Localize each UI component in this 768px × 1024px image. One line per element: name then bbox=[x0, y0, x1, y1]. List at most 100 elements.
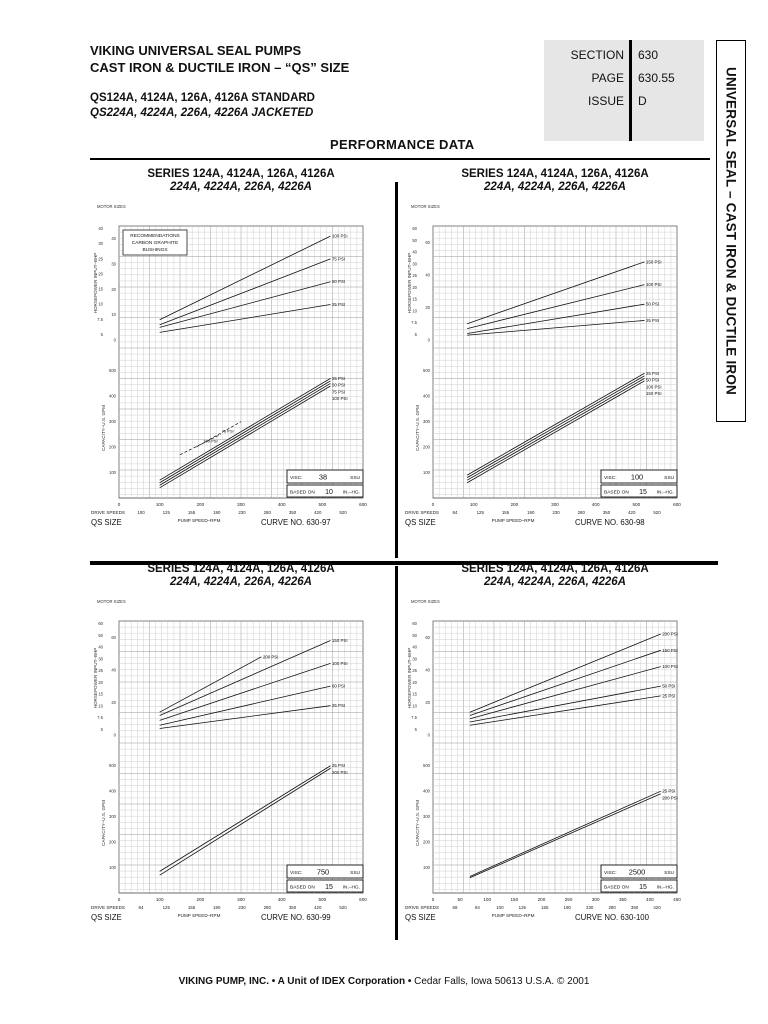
rpm-tick-label: 0 bbox=[118, 897, 121, 902]
drive-speeds-label: DRIVE SPEEDS bbox=[405, 905, 439, 910]
hp-curve-line bbox=[159, 656, 262, 713]
hp-curve-line bbox=[159, 258, 331, 326]
series-subtitle: 224A, 4224A, 226A, 4226A bbox=[170, 576, 312, 588]
hp-curve-label: 150 PSI bbox=[332, 638, 348, 643]
hp-curve-label: 50 PSI bbox=[332, 279, 345, 284]
capacity-curve-line bbox=[469, 793, 661, 879]
capacity-curve-line bbox=[159, 767, 331, 876]
capacity-tick-label: 500 bbox=[109, 368, 117, 373]
motor-size-label: 7.5 bbox=[97, 317, 103, 322]
hp-axis-title: HORSEPOWER INPUT–BHP bbox=[407, 648, 412, 709]
drive-speed-label: 100 bbox=[137, 510, 145, 515]
based-on-unit: IN.–HG. bbox=[343, 490, 360, 496]
curve-number: CURVE NO. 630-100 bbox=[575, 913, 650, 922]
motor-size-label: 5 bbox=[415, 332, 418, 337]
hp-axis-title: HORSEPOWER INPUT–BHP bbox=[407, 253, 412, 314]
capacity-curve-line bbox=[469, 790, 661, 877]
hp-axis-title: HORSEPOWER INPUT–BHP bbox=[93, 648, 98, 709]
based-on-value: 15 bbox=[639, 489, 647, 496]
drive-speed-label: 155 bbox=[188, 905, 196, 910]
hp-curve-label: 25 PSI bbox=[332, 703, 345, 708]
capacity-curve-line bbox=[159, 380, 331, 484]
motor-size-label: 15 bbox=[412, 297, 417, 302]
rpm-tick-label: 400 bbox=[278, 897, 286, 902]
drive-speeds-label: DRIVE SPEEDS bbox=[91, 905, 125, 910]
rpm-tick-label: 600 bbox=[673, 502, 681, 507]
hp-curve-line bbox=[469, 666, 661, 720]
viscosity-box bbox=[286, 864, 364, 879]
viscosity-unit: SSU bbox=[664, 475, 674, 481]
motor-sizes-label: MOTOR SIZES bbox=[411, 599, 440, 604]
viscosity-label: VISC: bbox=[290, 475, 303, 481]
motor-size-label: 20 bbox=[412, 680, 417, 685]
recommendation-text: BUSHINGS bbox=[142, 247, 167, 253]
capacity-curve-line bbox=[466, 372, 645, 476]
series-subtitle: 224A, 4224A, 226A, 4226A bbox=[484, 181, 626, 193]
drive-speed-label: 280 bbox=[608, 905, 616, 910]
viscosity-value: 100 bbox=[631, 473, 643, 482]
hp-curve-label: 100 PSI bbox=[332, 234, 348, 239]
section-label: SECTION bbox=[570, 48, 624, 62]
motor-size-label: 7.5 bbox=[411, 715, 417, 720]
series-title: SERIES 124A, 4124A, 126A, 4126A bbox=[147, 563, 335, 575]
capacity-curve-label: 25 PSI bbox=[646, 371, 659, 376]
series-subtitle: 224A, 4224A, 226A, 4226A bbox=[170, 181, 312, 193]
drive-speed-label: 84 bbox=[453, 510, 458, 515]
drive-speed-label: 230 bbox=[552, 510, 560, 515]
capacity-tick-label: 400 bbox=[109, 789, 117, 794]
hp-tick-label: 0 bbox=[428, 338, 431, 343]
performance-chart-3: MOTOR SIZES60504030252015107.55604020050… bbox=[91, 599, 367, 922]
hp-tick-label: 60 bbox=[425, 240, 430, 245]
side-tab-text: UNIVERSAL SEAL – CAST IRON & DUCTILE IRO… bbox=[723, 67, 739, 395]
motor-size-label: 5 bbox=[101, 727, 104, 732]
motor-size-label: 60 bbox=[412, 226, 417, 231]
capacity-axis-title: CAPACITY–U.S. GPM bbox=[101, 800, 106, 846]
chart-panel-1: SERIES 124A, 4124A, 126A, 4126A 224A, 42… bbox=[91, 168, 391, 548]
rpm-tick-label: 100 bbox=[483, 897, 491, 902]
recommendation-text: RECOMMENDATIONS bbox=[130, 233, 179, 239]
hp-axis-title: HORSEPOWER INPUT–BHP bbox=[93, 253, 98, 314]
capacity-tick-label: 300 bbox=[423, 814, 431, 819]
based-on-unit: IN.–HG. bbox=[657, 885, 674, 891]
hp-curve-line bbox=[159, 640, 331, 716]
recommendation-box bbox=[122, 229, 188, 256]
vertical-rule-top bbox=[395, 182, 398, 558]
based-on-label: BASED ON bbox=[290, 490, 315, 496]
footer-unit: A Unit of IDEX Corporation bbox=[277, 976, 406, 987]
viscosity-box bbox=[600, 864, 678, 879]
hp-tick-label: 20 bbox=[111, 287, 116, 292]
drive-speed-label: 84 bbox=[475, 905, 480, 910]
motor-size-label: 30 bbox=[412, 656, 417, 661]
reference-divider bbox=[629, 40, 632, 141]
capacity-curve-label: 100 PSI bbox=[646, 384, 662, 389]
hp-curve-label: 200 PSI bbox=[662, 632, 678, 637]
capacity-curve-line bbox=[466, 378, 645, 481]
motor-size-label: 20 bbox=[412, 285, 417, 290]
page-label: PAGE bbox=[591, 71, 624, 85]
drive-speed-label: 280 bbox=[578, 510, 586, 515]
capacity-axis-title: CAPACITY–U.S. GPM bbox=[101, 405, 106, 451]
performance-chart-1: MOTOR SIZES4030252015107.554030201005004… bbox=[91, 204, 367, 527]
hp-tick-label: 0 bbox=[428, 733, 431, 738]
rpm-tick-label: 200 bbox=[538, 897, 546, 902]
series-title: SERIES 124A, 4124A, 126A, 4126A bbox=[461, 168, 649, 180]
based-on-box bbox=[286, 484, 364, 498]
hp-curve-line bbox=[467, 284, 645, 329]
motor-size-label: 25 bbox=[412, 668, 417, 673]
based-on-unit: IN.–HG. bbox=[657, 490, 674, 496]
hp-curve-label: 25 PSI bbox=[646, 318, 659, 323]
drive-speed-label: 350 bbox=[289, 905, 297, 910]
capacity-tick-label: 300 bbox=[109, 814, 117, 819]
motor-size-label: 25 bbox=[412, 273, 417, 278]
capacity-tick-label: 100 bbox=[109, 865, 117, 870]
rpm-tick-label: 600 bbox=[359, 502, 367, 507]
rpm-tick-label: 200 bbox=[510, 502, 518, 507]
hp-curve-line bbox=[467, 303, 645, 334]
page-value: 630.55 bbox=[638, 71, 675, 85]
rpm-tick-label: 300 bbox=[592, 897, 600, 902]
motor-size-label: 40 bbox=[98, 226, 103, 231]
based-on-unit: IN.–HG. bbox=[343, 885, 360, 891]
rpm-tick-label: 100 bbox=[470, 502, 478, 507]
rpm-tick-label: 300 bbox=[237, 897, 245, 902]
reference-box: SECTION 630 PAGE 630.55 ISSUE D bbox=[544, 40, 704, 141]
